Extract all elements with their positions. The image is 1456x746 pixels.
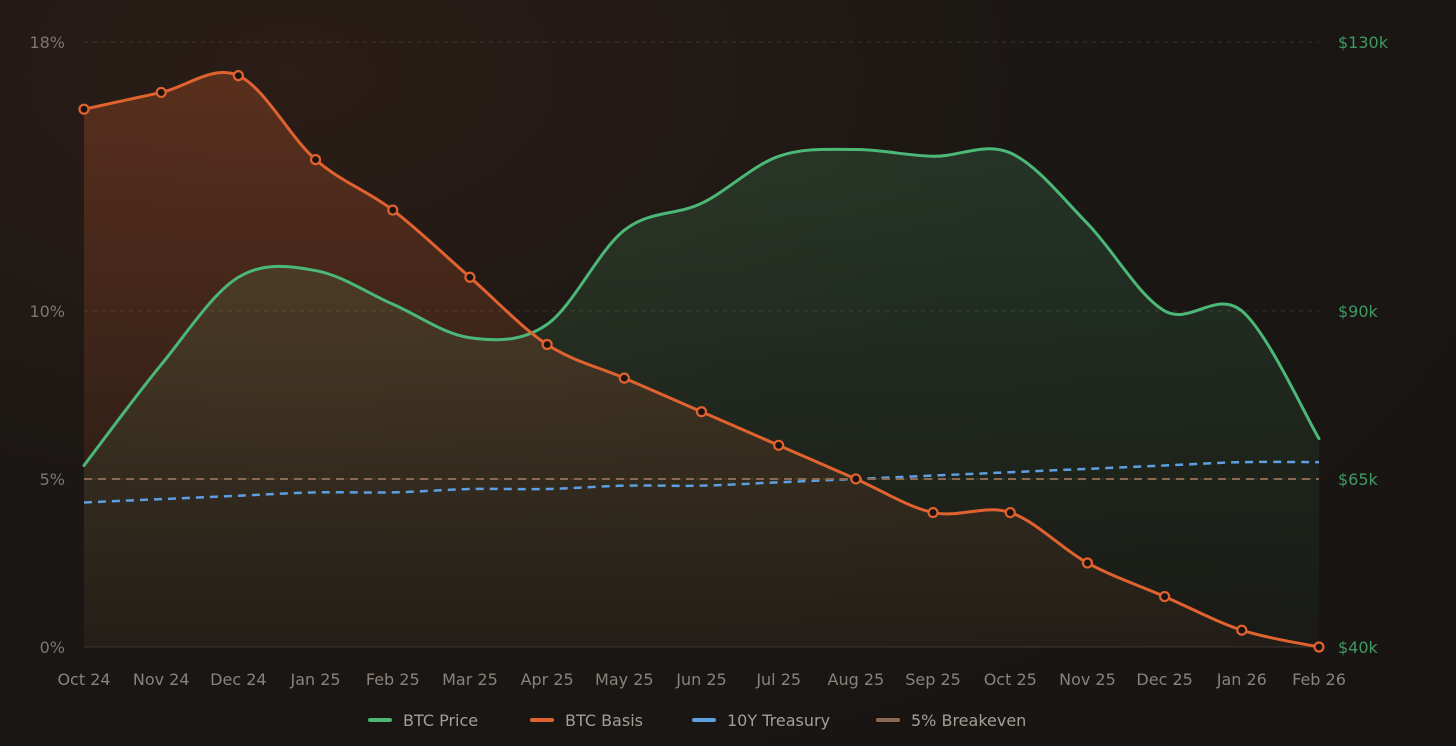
x-tick-label: Nov 25 xyxy=(1059,670,1116,689)
btc-basis-point xyxy=(1313,641,1325,653)
btc-basis-point xyxy=(464,271,476,283)
x-tick-label: Sep 25 xyxy=(905,670,961,689)
legend-label-btc-basis: BTC Basis xyxy=(565,711,643,730)
x-tick-label: Dec 25 xyxy=(1136,670,1192,689)
btc-basis-point xyxy=(387,204,399,216)
x-tick-label: Apr 25 xyxy=(521,670,574,689)
y-right-tick-label: $90k xyxy=(1338,302,1379,321)
btc-basis-point xyxy=(232,70,244,82)
x-tick-label: Aug 25 xyxy=(828,670,885,689)
btc-basis-point xyxy=(541,338,553,351)
x-tick-label: Mar 25 xyxy=(442,670,498,689)
y-left-tick-label: 5% xyxy=(40,470,65,489)
btc-basis-point xyxy=(1159,590,1171,603)
y-left-tick-label: 10% xyxy=(29,302,65,321)
btc-basis-point xyxy=(78,103,90,115)
x-tick-label: Jan 26 xyxy=(1216,670,1267,689)
x-tick-label: Jan 25 xyxy=(290,670,341,689)
btc-basis-point xyxy=(1236,624,1248,636)
y-left-tick-label: 0% xyxy=(40,638,65,657)
x-tick-label: Feb 26 xyxy=(1292,670,1346,689)
legend-label-10y-treasury: 10Y Treasury xyxy=(727,711,830,730)
series-markers xyxy=(78,70,1325,653)
btc-basis-area xyxy=(84,72,1319,648)
btc-basis-point xyxy=(1004,506,1016,519)
legend-label-5-breakeven: 5% Breakeven xyxy=(911,711,1026,730)
area-fills xyxy=(84,72,1319,648)
x-tick-label: Dec 24 xyxy=(210,670,266,689)
legend-label-btc-price: BTC Price xyxy=(403,711,478,730)
btc-basis-point xyxy=(773,439,785,451)
10y-treasury-line xyxy=(83,460,1320,504)
x-tick-label: May 25 xyxy=(595,670,654,689)
y-left-tick-label: 18% xyxy=(29,33,65,52)
y-right-tick-label: $65k xyxy=(1338,470,1379,489)
x-tick-label: Oct 24 xyxy=(57,670,110,689)
btc-basis-point xyxy=(309,154,322,166)
legend: BTC Price BTC Basis 10Y Treasury 5% Breakev… xyxy=(368,711,1026,730)
btc-basis-point xyxy=(618,372,630,384)
x-tick-label: Jun 25 xyxy=(675,670,726,689)
btc-basis-point xyxy=(155,86,167,99)
btc-basis-point xyxy=(695,406,708,418)
x-tick-label: Feb 25 xyxy=(366,670,420,689)
y-right-tick-label: $130k xyxy=(1338,33,1389,52)
x-tick-label: Oct 25 xyxy=(984,670,1037,689)
y-right-tick-label: $40k xyxy=(1338,638,1379,657)
x-tick-label: Nov 24 xyxy=(133,670,190,689)
btc-price-line xyxy=(82,147,1321,467)
btc-basis-point xyxy=(927,506,939,519)
btc-basis-point xyxy=(850,473,862,485)
btc-basis-point xyxy=(1081,557,1094,569)
x-tick-label: Jul 25 xyxy=(755,670,801,689)
axis-labels: 0% 5% 10% 18% $40k $65k $90k $130k Oct 24 Nov 24 D… xyxy=(29,33,1388,689)
